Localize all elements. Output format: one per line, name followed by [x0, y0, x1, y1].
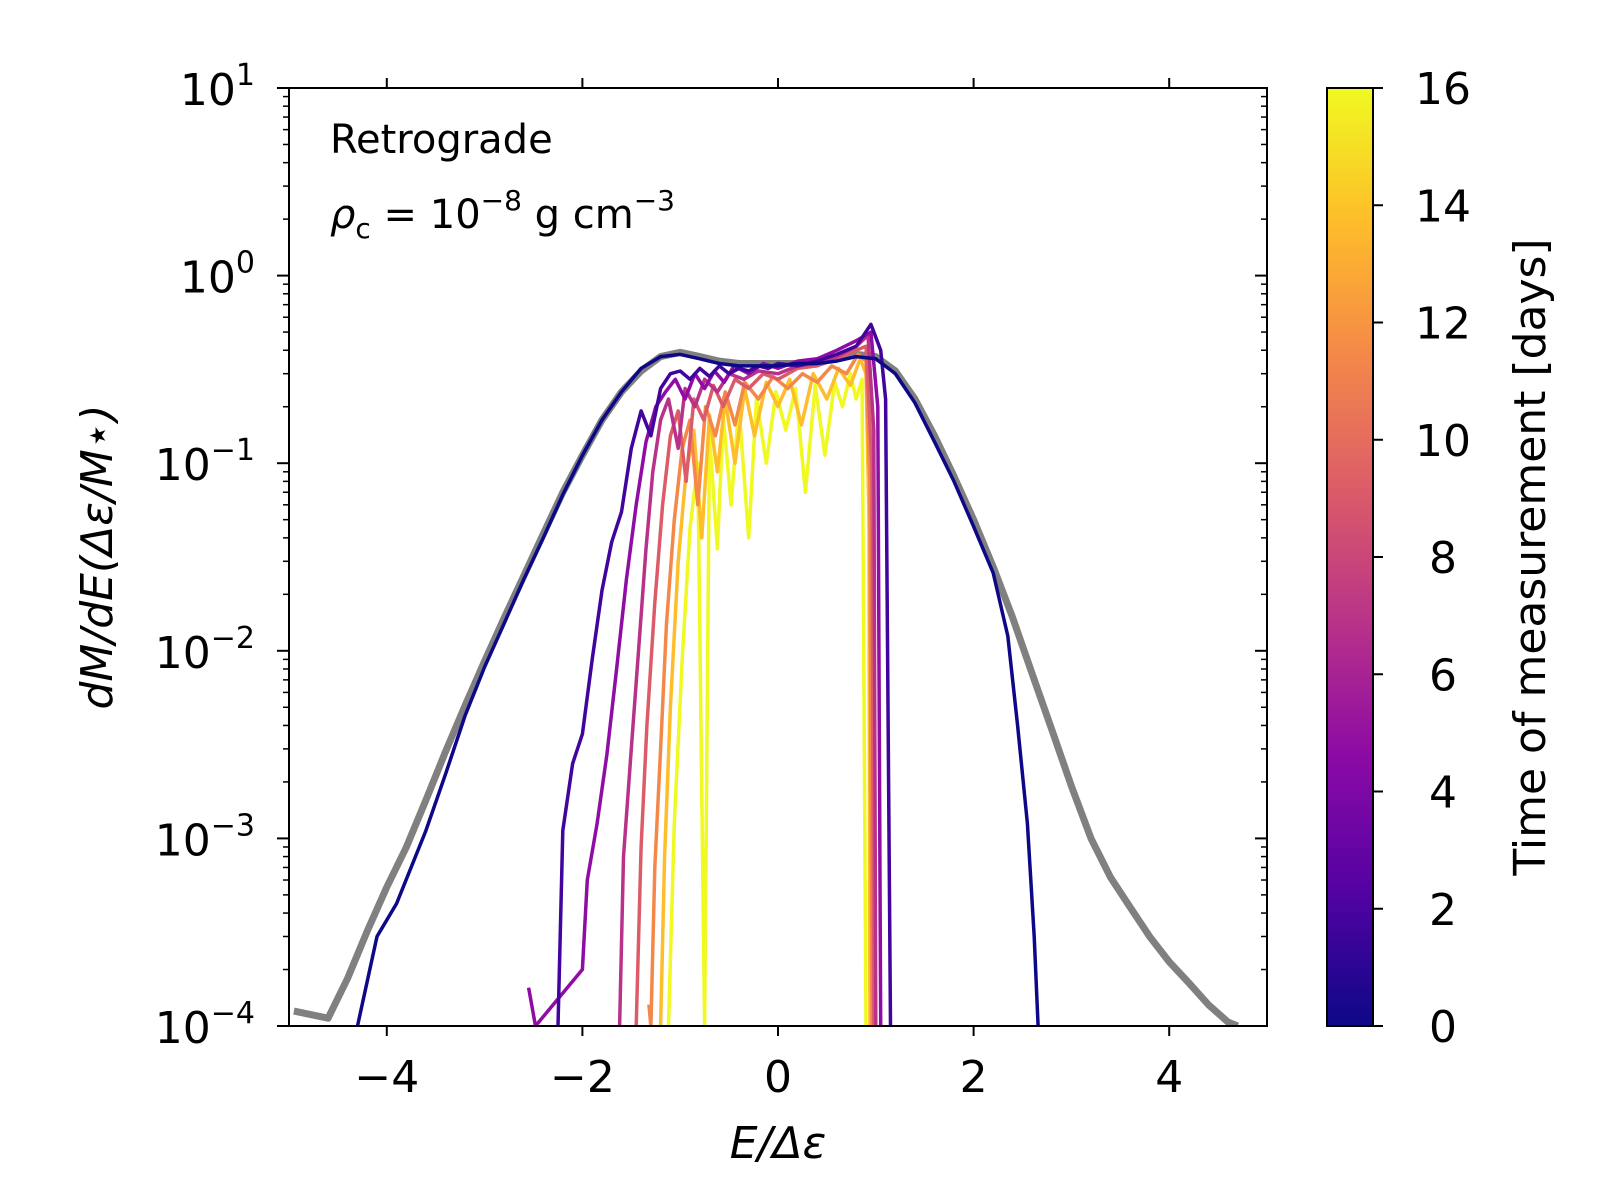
y-tick-label: 10−2 — [155, 621, 255, 679]
y-tick-label: 101 — [180, 58, 255, 116]
colorbar-tick-label: 10 — [1415, 416, 1471, 467]
y-axis: 101 100 10−1 10−2 10−3 10−4 — [155, 58, 1267, 1054]
y-axis-label: dM/dE(Δε/M⋆) — [72, 405, 123, 710]
colorbar-tick-label: 6 — [1429, 650, 1457, 701]
colorbar-label: Time of measurement [days] — [1505, 238, 1556, 876]
colorbar-ticks: 0 2 4 6 8 10 12 14 16 — [1373, 64, 1471, 1053]
series-line-t8 — [634, 344, 876, 1026]
series-line-t0.5 — [355, 352, 1040, 1026]
colorbar-tick-label: 0 — [1429, 1002, 1457, 1053]
colorbar-tick-label: 16 — [1415, 64, 1471, 115]
series-line-t15.5 — [666, 371, 868, 1026]
x-tick-label: 4 — [1155, 1052, 1183, 1103]
x-tick-label: 0 — [764, 1052, 792, 1103]
x-tick-label: −2 — [550, 1052, 615, 1103]
colorbar-tick-label: 4 — [1429, 768, 1457, 819]
colorbar-tick-label: 8 — [1429, 533, 1457, 584]
colorbar-tick-label: 14 — [1415, 181, 1471, 232]
x-tick-label: −4 — [354, 1052, 419, 1103]
colorbar-tick-label: 2 — [1429, 885, 1457, 936]
y-tick-label: 10−1 — [155, 433, 255, 491]
x-axis: −4 −2 0 2 4 — [354, 78, 1183, 1103]
colorbar — [1326, 87, 1374, 1027]
series-line-t10 — [647, 352, 874, 1026]
y-tick-label: 100 — [180, 246, 255, 304]
annotation-density: ρc = 10−8 g cm−3 — [330, 184, 675, 245]
x-tick-label: 2 — [960, 1052, 988, 1103]
colorbar-tick-label: 12 — [1415, 299, 1471, 350]
series-line-t2 — [556, 322, 893, 1026]
annotation-retrograde: Retrograde — [330, 117, 553, 163]
series-layer — [355, 322, 1040, 1026]
y-tick-label: 10−4 — [155, 996, 255, 1054]
x-axis-label: E/Δε — [730, 1118, 827, 1169]
y-tick-label: 10−3 — [155, 808, 255, 866]
